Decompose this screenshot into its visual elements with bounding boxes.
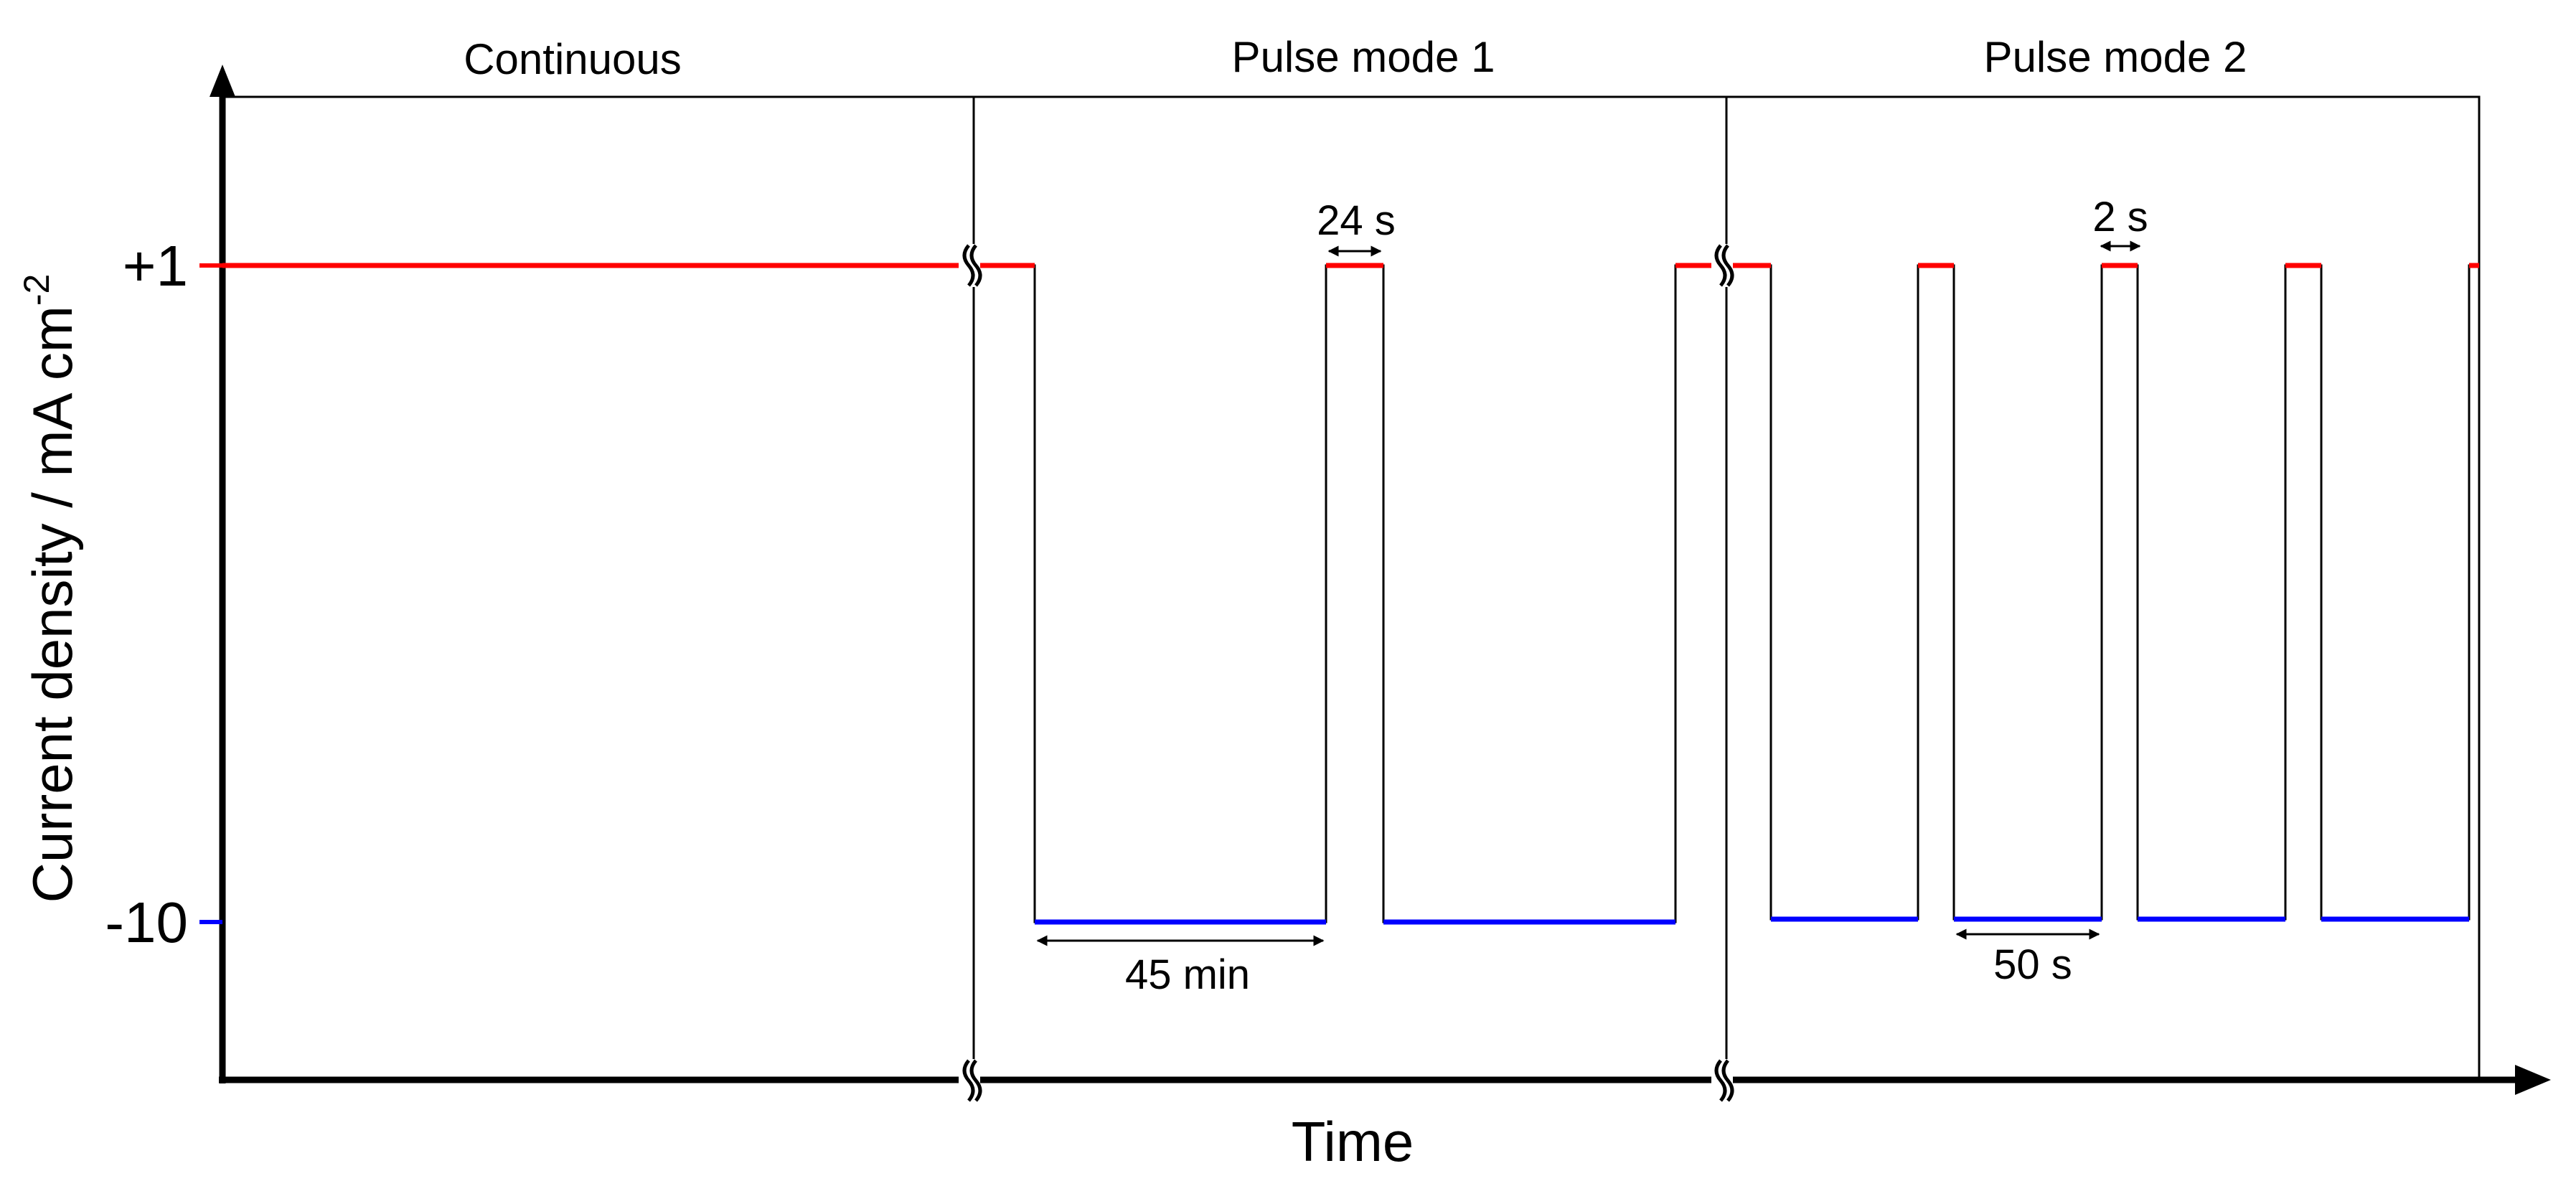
axis-break-top-1 [959, 244, 982, 287]
pulse2-waveform [1726, 264, 2479, 921]
pulse2-long-label: 50 s [1993, 941, 2072, 988]
y-axis-arrow [210, 65, 235, 97]
axis-break-bottom-2 [1711, 1059, 1734, 1102]
pulse1-waveform [974, 264, 1719, 923]
y-tick-label-plus1: +1 [123, 234, 188, 298]
pulse2-short-label: 2 s [2092, 194, 2148, 240]
pulse1-long-label: 45 min [1125, 951, 1250, 998]
axis-break-bottom-1 [959, 1059, 982, 1102]
y-axis-title-superscript: -2 [17, 274, 57, 306]
y-axis-title: Current density / mA cm-2 [17, 274, 84, 903]
y-tick-label-minus10: -10 [105, 890, 188, 954]
y-axis-title-main: Current density / mA cm [21, 306, 84, 903]
plot-frame [221, 95, 2481, 1081]
axis-break-top-2 [1711, 244, 1734, 287]
panel-title-continuous: Continuous [464, 35, 682, 83]
pulse1-short-label: 24 s [1317, 197, 1396, 244]
x-axis-arrow [2515, 1065, 2551, 1095]
x-axis-title: Time [1292, 1110, 1414, 1173]
panel-title-pulse-mode-2: Pulse mode 2 [1984, 33, 2247, 81]
panel-title-pulse-mode-1: Pulse mode 1 [1232, 33, 1495, 81]
